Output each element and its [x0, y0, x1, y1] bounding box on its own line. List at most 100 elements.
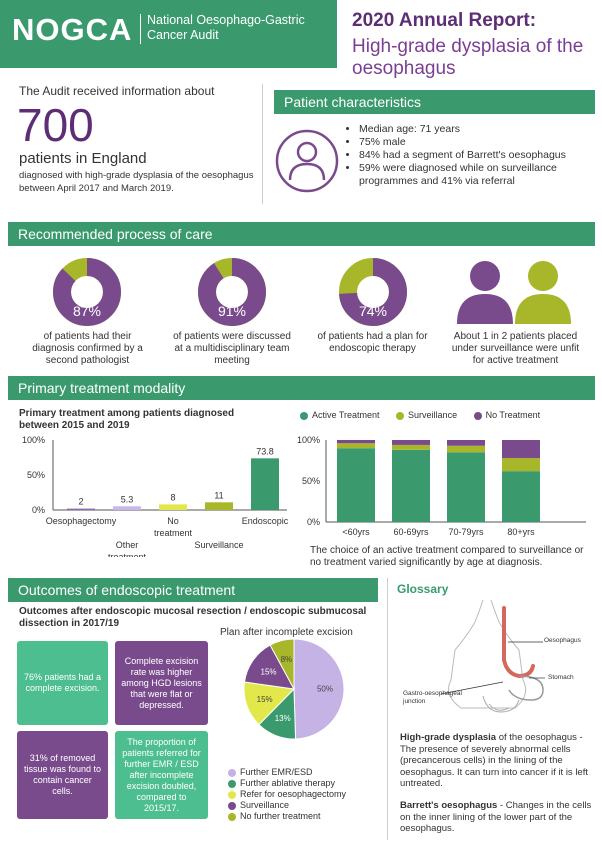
- pie-legend-item: Refer for oesophagectomy: [228, 789, 346, 800]
- donut-pct-1: 87%: [72, 303, 102, 319]
- outcome-box-further-emr: The proportion of patients referred for …: [115, 731, 208, 819]
- header-banner: [0, 0, 337, 68]
- pie-legend-item: Surveillance: [228, 800, 346, 811]
- logo-subtitle: National Oesophago-Gastric Cancer Audit: [147, 13, 305, 43]
- chart2-bar-segment: [392, 449, 430, 522]
- legend-active: Active Treatment: [300, 410, 380, 420]
- chart2-bar-segment: [337, 448, 375, 522]
- diagram-label-gej: Gastro-oesophageal junction: [403, 690, 462, 706]
- donut-mdt-meeting: [198, 258, 266, 326]
- chart1-x-tick: Endoscopic: [242, 516, 289, 526]
- pie-slice-label: 15%: [257, 695, 273, 704]
- patient-person-icon: [275, 129, 339, 193]
- chart2-y-tick: 100%: [297, 435, 320, 445]
- pie-slice: [293, 638, 345, 740]
- chart1-data-label: 5.3: [121, 494, 134, 504]
- legend-surveillance: Surveillance: [396, 410, 457, 420]
- chart2-bar-segment: [392, 440, 430, 445]
- chart2-bar-segment: [337, 440, 375, 444]
- outcome-box-flat-lesions: Complete excision rate was higher among …: [115, 641, 208, 725]
- outcome-box-complete-excision: 76% patients had a complete excision.: [17, 641, 108, 725]
- pie-slice: [269, 638, 295, 690]
- pie-slice-label: 50%: [317, 685, 333, 694]
- patient-section-header: Patient characteristics: [274, 90, 595, 114]
- report-subtitle: High-grade dysplasia of the oesophagus: [352, 36, 597, 80]
- chart1-data-label: 8: [170, 492, 175, 502]
- pie-legend-item: No further treatment: [228, 811, 346, 822]
- oesophagus-diagram-icon: [440, 600, 545, 713]
- chart2-bar-segment: [447, 440, 485, 446]
- chart2-x-tick: <60yrs: [342, 527, 370, 537]
- modality-chart-title-line-2: between 2015 and 2019: [19, 420, 130, 431]
- chart1-x-tick: Other treatment: [108, 540, 147, 557]
- people-text: About 1 in 2 patients placed under surve…: [451, 331, 580, 366]
- glossary-barrett: Barrett's oesophagus - Changes in the ce…: [400, 800, 595, 835]
- age-chart-note: The choice of an active treatment compar…: [310, 545, 584, 568]
- donut-pct-3: 74%: [358, 303, 388, 319]
- legend-no-treatment: No Treatment: [473, 410, 541, 420]
- legend-label-surveillance: Surveillance: [408, 410, 458, 420]
- pie-legend-label: Refer for oesophagectomy: [240, 789, 347, 799]
- glossary-title: Glossary: [397, 582, 449, 596]
- donut-endoscopic-plan: [339, 258, 407, 326]
- intro-divider: [262, 84, 263, 204]
- intro-big-number: 700: [17, 99, 94, 151]
- care-text-1: of patients had their diagnosis confirme…: [32, 331, 143, 366]
- care-section-header: Recommended process of care: [8, 222, 595, 246]
- chart1-bar: [67, 508, 95, 510]
- chart1-data-label: 11: [214, 490, 223, 500]
- pie-slice-label: 15%: [261, 667, 277, 676]
- chart1-x-tick: Oesophagectomy: [46, 516, 117, 526]
- legend-dot-surveillance: [396, 411, 405, 420]
- chart1-y-tick: 50%: [27, 470, 45, 480]
- report-subtitle-line-2: oesophagus: [352, 58, 456, 79]
- chart2-bar-segment: [337, 443, 375, 449]
- pie-legend-dot: [228, 779, 236, 788]
- chart1-bar: [251, 458, 279, 510]
- pie-title: Plan after incomplete excision: [220, 627, 353, 638]
- glossary-divider: [387, 578, 388, 840]
- chart2-bar-segment: [502, 440, 540, 459]
- patient-bullet: 75% male: [359, 136, 602, 149]
- legend-dot-active: [300, 411, 308, 420]
- chart2-bar-segment: [502, 471, 540, 522]
- chart2-bar-segment: [447, 452, 485, 522]
- modality-chart-title: Primary treatment among patients diagnos…: [19, 408, 234, 432]
- pie-legend-dot: [228, 790, 236, 799]
- report-subtitle-line-1: High-grade dysplasia of the: [352, 36, 584, 57]
- treatment-bar-chart: 0% 50% 100% 2 Oesophagectomy 5.3 Other treatmen…: [22, 435, 289, 557]
- legend-label-active: Active Treatment: [312, 410, 380, 420]
- logo-subtitle-line-2: Cancer Audit: [147, 28, 219, 42]
- chart2-bar-segment: [447, 445, 485, 453]
- intro-detail: diagnosed with high-grade dysplasia of t…: [19, 170, 254, 194]
- modality-chart-title-line-1: Primary treatment among patients diagnos…: [19, 408, 235, 419]
- pie-slice-label: 8%: [281, 655, 293, 664]
- diagram-label-gej-line-1: Gastro-oesophageal: [403, 690, 462, 697]
- age-chart-legend: Active Treatment Surveillance No Treatme…: [300, 410, 540, 420]
- intro-big-label: patients in England: [19, 150, 147, 167]
- chart1-x-tick: No treatment: [154, 516, 193, 538]
- logo: NOGCA: [12, 12, 133, 47]
- legend-label-no-treatment: No Treatment: [485, 410, 541, 420]
- pie-legend-item: Further ablative therapy: [228, 778, 346, 789]
- outcomes-subtitle: Outcomes after endoscopic mucosal resect…: [19, 606, 374, 630]
- legend-dot-no-treatment: [473, 411, 482, 420]
- chart2-x-tick: 60-69yrs: [393, 527, 429, 537]
- chart1-y-tick: 100%: [22, 435, 45, 445]
- patient-bullet: 59% were diagnosed while on surveillance…: [359, 162, 602, 188]
- logo-subtitle-line-1: National Oesophago-Gastric: [147, 13, 305, 27]
- chart2-bar-segment: [392, 444, 430, 450]
- care-text-3: of patients had a plan for endoscopic th…: [317, 331, 428, 354]
- logo-divider: [140, 14, 141, 44]
- chart1-y-tick: 0%: [32, 505, 45, 515]
- diagram-label-stomach: Stomach: [548, 674, 574, 681]
- pie-legend: Further EMR/ESD Further ablative therapy…: [228, 767, 346, 822]
- modality-section-header: Primary treatment modality: [8, 376, 595, 400]
- pie-legend-label: Surveillance: [240, 800, 290, 810]
- pie-slice-label: 13%: [275, 714, 291, 723]
- plan-pie-chart: 50% 13% 15% 15% 8%: [243, 638, 345, 740]
- diagram-label-gej-line-2: junction: [403, 698, 426, 705]
- diagram-label-oesophagus: Oesophagus: [544, 637, 581, 644]
- chart2-x-tick: 80+yrs: [507, 527, 535, 537]
- patient-bullets: Median age: 71 years 75% male 84% had a …: [345, 123, 602, 188]
